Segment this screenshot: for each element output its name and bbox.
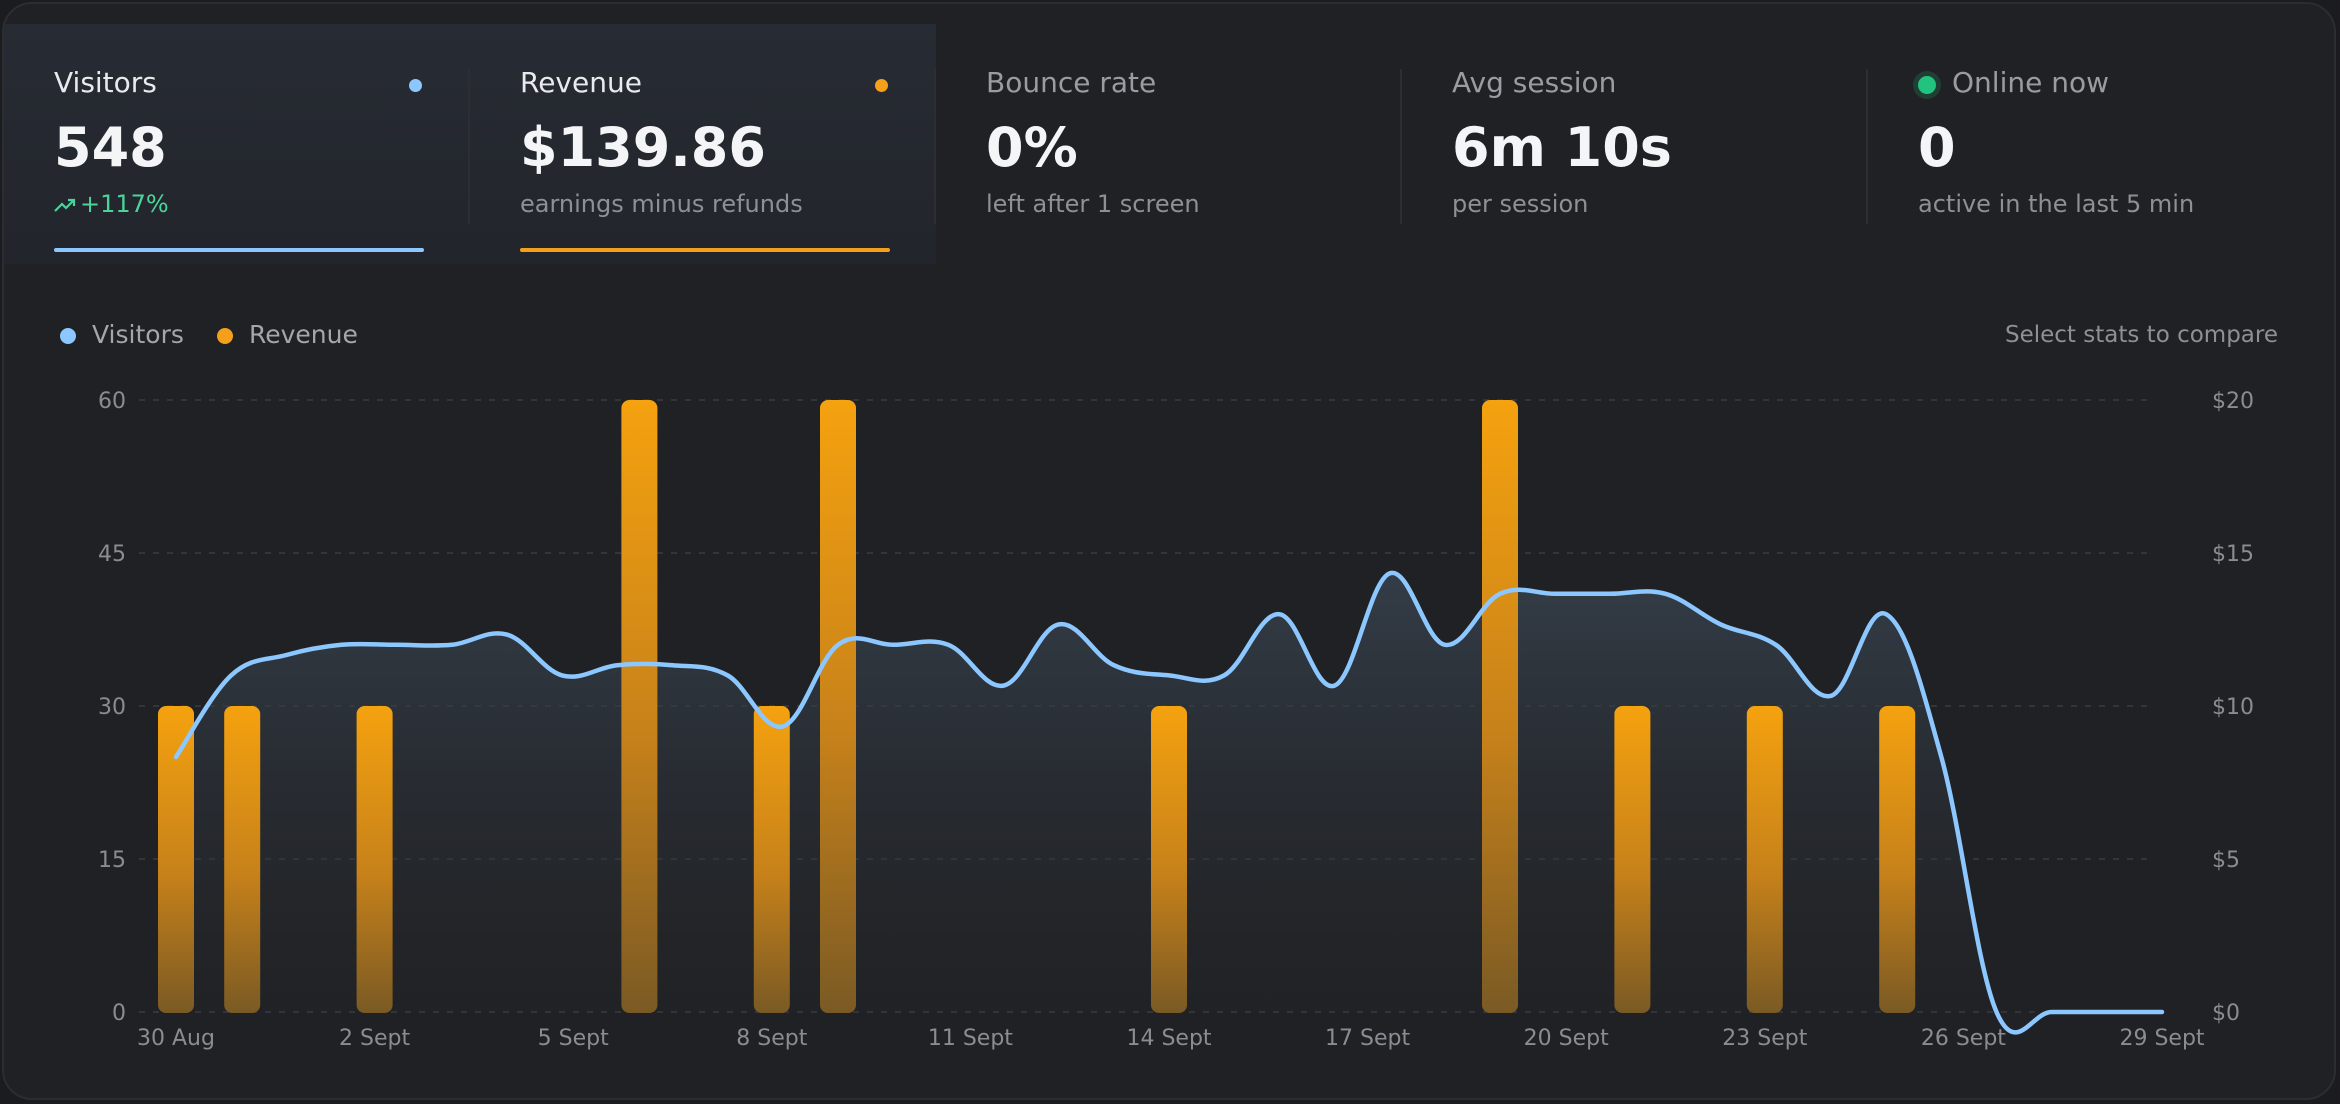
stat-separator: [1400, 69, 1402, 224]
revenue-bar: [1746, 706, 1783, 1013]
stats-row: Visitors 548 +117% Revenue $139.86 earni…: [4, 4, 2334, 274]
x-tick-label: 8 Sept: [736, 1026, 807, 1051]
stat-bounce-rate[interactable]: Bounce rate 0% left after 1 screen: [936, 24, 1402, 264]
y-right-tick-label: $5: [2212, 848, 2240, 873]
stat-visitors[interactable]: Visitors 548 +117%: [4, 24, 470, 264]
stat-online-now[interactable]: Online now 0 active in the last 5 min: [1868, 24, 2334, 264]
stat-value: 6m 10s: [1452, 116, 1672, 179]
y-left-tick-label: 45: [98, 542, 126, 567]
stat-change-value: +117%: [80, 190, 169, 218]
legend-label: Visitors: [92, 320, 184, 349]
y-right-tick-label: $0: [2212, 1001, 2240, 1026]
y-left-tick-label: 15: [98, 848, 126, 873]
y-left-tick-label: 0: [112, 1001, 126, 1026]
revenue-bar: [1879, 706, 1916, 1013]
legend-dot-icon: [60, 328, 76, 344]
revenue-bar: [224, 706, 261, 1013]
legend-label: Revenue: [248, 320, 358, 349]
stat-separator: [468, 69, 470, 224]
x-tick-label: 5 Sept: [538, 1026, 609, 1051]
stat-sub: left after 1 screen: [986, 190, 1200, 218]
x-tick-label: 11 Sept: [928, 1026, 1013, 1051]
revenue-active-bar: [520, 248, 890, 252]
x-tick-label: 20 Sept: [1524, 1026, 1609, 1051]
stat-sub: per session: [1452, 190, 1589, 218]
legend-dot-icon: [216, 328, 233, 344]
visitors-line: [173, 571, 2165, 1035]
revenue-bar: [356, 706, 393, 1013]
stat-sub: earnings minus refunds: [520, 190, 803, 218]
stat-value: $139.86: [520, 116, 766, 179]
x-tick-label: 26 Sept: [1921, 1026, 2006, 1051]
stat-value: 548: [54, 116, 167, 179]
y-left-tick-label: 60: [98, 389, 126, 414]
x-tick-label: 29 Sept: [2119, 1026, 2204, 1051]
x-tick-label: 23 Sept: [1722, 1026, 1807, 1051]
legend-item-revenue[interactable]: Revenue: [216, 320, 358, 349]
stat-avg-session[interactable]: Avg session 6m 10s per session: [1402, 24, 1868, 264]
revenue-bar: [1614, 706, 1651, 1013]
stat-separator: [1866, 69, 1868, 224]
stat-label: Visitors: [54, 66, 157, 99]
chart-legend: Visitors Revenue: [60, 320, 386, 354]
revenue-bar: [753, 706, 790, 1013]
stat-label: Avg session: [1452, 66, 1617, 99]
stat-label: Bounce rate: [986, 66, 1157, 99]
visitors-revenue-chart: 0 $0 15 $5 30 $10 45 $15 60 $20 30 Aug 2 Sept 5 Sept…: [98, 389, 2254, 1051]
online-status-icon: [1918, 76, 1936, 94]
x-tick-label: 17 Sept: [1325, 1026, 1410, 1051]
visitors-active-bar: [54, 248, 424, 252]
stat-label: Revenue: [520, 66, 642, 99]
stat-change: +117%: [54, 190, 169, 218]
x-tick-label: 30 Aug: [137, 1026, 215, 1051]
visitors-dot-icon: [409, 79, 422, 92]
stat-label: Online now: [1952, 66, 2109, 99]
stat-revenue[interactable]: Revenue $139.86 earnings minus refunds: [470, 24, 936, 264]
legend-item-visitors[interactable]: Visitors: [60, 320, 184, 349]
stat-value: 0%: [986, 116, 1078, 179]
revenue-bar: [158, 706, 194, 1013]
x-tick-label: 14 Sept: [1126, 1026, 1211, 1051]
y-right-tick-label: $15: [2212, 542, 2254, 567]
revenue-bar: [820, 400, 856, 1013]
stat-separator: [934, 69, 936, 224]
y-right-tick-label: $10: [2212, 695, 2254, 720]
revenue-dot-icon: [875, 79, 888, 92]
revenue-bar: [1151, 706, 1187, 1013]
revenue-bar: [621, 400, 658, 1013]
stat-sub: active in the last 5 min: [1918, 190, 2195, 218]
x-tick-label: 2 Sept: [339, 1026, 410, 1051]
stat-value: 0: [1918, 116, 1956, 179]
y-left-tick-label: 30: [98, 695, 126, 720]
revenue-bar: [1482, 400, 1518, 1013]
select-stats-compare[interactable]: Select stats to compare: [2005, 322, 2278, 348]
trending-up-icon: [54, 198, 76, 212]
y-right-tick-label: $20: [2212, 389, 2254, 414]
